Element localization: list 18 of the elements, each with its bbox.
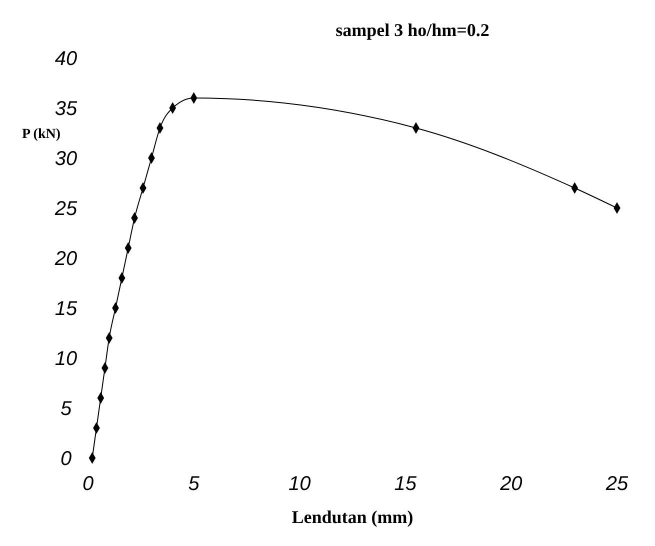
y-tick-label: 15 bbox=[54, 298, 78, 320]
y-tick-label: 10 bbox=[54, 348, 78, 370]
y-tick-label: 5 bbox=[60, 398, 72, 420]
y-axis-title: P (kN) bbox=[22, 127, 61, 142]
y-tick-label: 0 bbox=[60, 448, 72, 470]
y-tick-label: 35 bbox=[54, 98, 78, 120]
y-tick-label: 25 bbox=[54, 198, 78, 220]
y-tick-label: 30 bbox=[54, 148, 78, 170]
x-axis-title: Lendutan (mm) bbox=[292, 507, 414, 527]
x-tick-label: 25 bbox=[604, 473, 629, 495]
x-tick-label: 0 bbox=[82, 473, 94, 495]
x-tick-label: 5 bbox=[188, 473, 200, 495]
x-tick-label: 10 bbox=[288, 473, 311, 495]
chart-title: sampel 3 ho/hm=0.2 bbox=[336, 20, 490, 40]
y-tick-label: 40 bbox=[54, 48, 78, 70]
x-tick-label: 20 bbox=[499, 473, 522, 495]
y-tick-label: 20 bbox=[54, 248, 78, 270]
x-tick-label: 15 bbox=[394, 473, 418, 495]
